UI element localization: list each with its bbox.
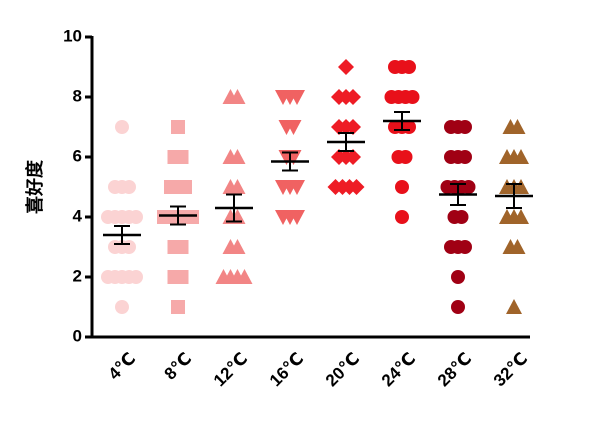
dot: [289, 90, 305, 105]
x-tick-label: 16℃: [266, 349, 307, 390]
dot: [171, 120, 185, 134]
dot: [348, 179, 365, 195]
dot: [115, 120, 129, 134]
dot: [285, 120, 302, 135]
dot: [405, 90, 420, 104]
dot: [289, 210, 305, 225]
x-tick-label: 24℃: [378, 349, 419, 390]
y-tick-label: 4: [73, 206, 83, 225]
dot: [461, 180, 476, 194]
dot: [345, 149, 361, 165]
x-tick-label: 8℃: [161, 349, 196, 384]
dot: [451, 300, 465, 314]
dot: [458, 150, 472, 164]
dot: [395, 180, 409, 194]
dot: [122, 240, 136, 254]
dot: [185, 210, 199, 224]
dot: [229, 89, 246, 104]
dot: [229, 149, 246, 164]
y-tick-label: 2: [73, 266, 82, 285]
x-tick-label: 28℃: [434, 349, 475, 390]
y-tick-label: 8: [73, 86, 82, 105]
dot: [458, 240, 472, 254]
dot: [229, 179, 246, 194]
dot: [345, 89, 361, 105]
y-tick-label: 10: [63, 26, 82, 45]
dot: [513, 179, 529, 194]
dot: [454, 210, 469, 224]
dot: [174, 240, 189, 254]
dot: [289, 180, 305, 195]
x-tick-label: 4℃: [105, 349, 140, 384]
y-tick-label: 6: [73, 146, 82, 165]
dot: [178, 180, 192, 194]
x-tick-label: 20℃: [322, 349, 363, 390]
dot: [229, 239, 246, 254]
dot: [509, 239, 526, 254]
dot: [509, 119, 526, 134]
x-tick-label: 12℃: [210, 349, 251, 390]
dot: [513, 149, 529, 164]
dot: [398, 150, 413, 164]
dot: [506, 299, 522, 314]
dot: [174, 270, 189, 284]
dot: [129, 270, 143, 284]
y-axis-label: 喜好度: [24, 159, 45, 214]
dot: [129, 210, 143, 224]
dot: [122, 180, 136, 194]
y-tick-label: 0: [73, 326, 82, 345]
dot: [174, 150, 189, 164]
dot: [395, 210, 409, 224]
dot: [513, 209, 529, 224]
dot: [338, 59, 354, 75]
dot: [171, 300, 185, 314]
dot: [458, 120, 472, 134]
x-tick-label: 32℃: [490, 349, 531, 390]
dot: [345, 119, 361, 135]
dot: [236, 269, 253, 284]
dot: [402, 60, 416, 74]
dot: [115, 300, 129, 314]
dot: [451, 270, 465, 284]
